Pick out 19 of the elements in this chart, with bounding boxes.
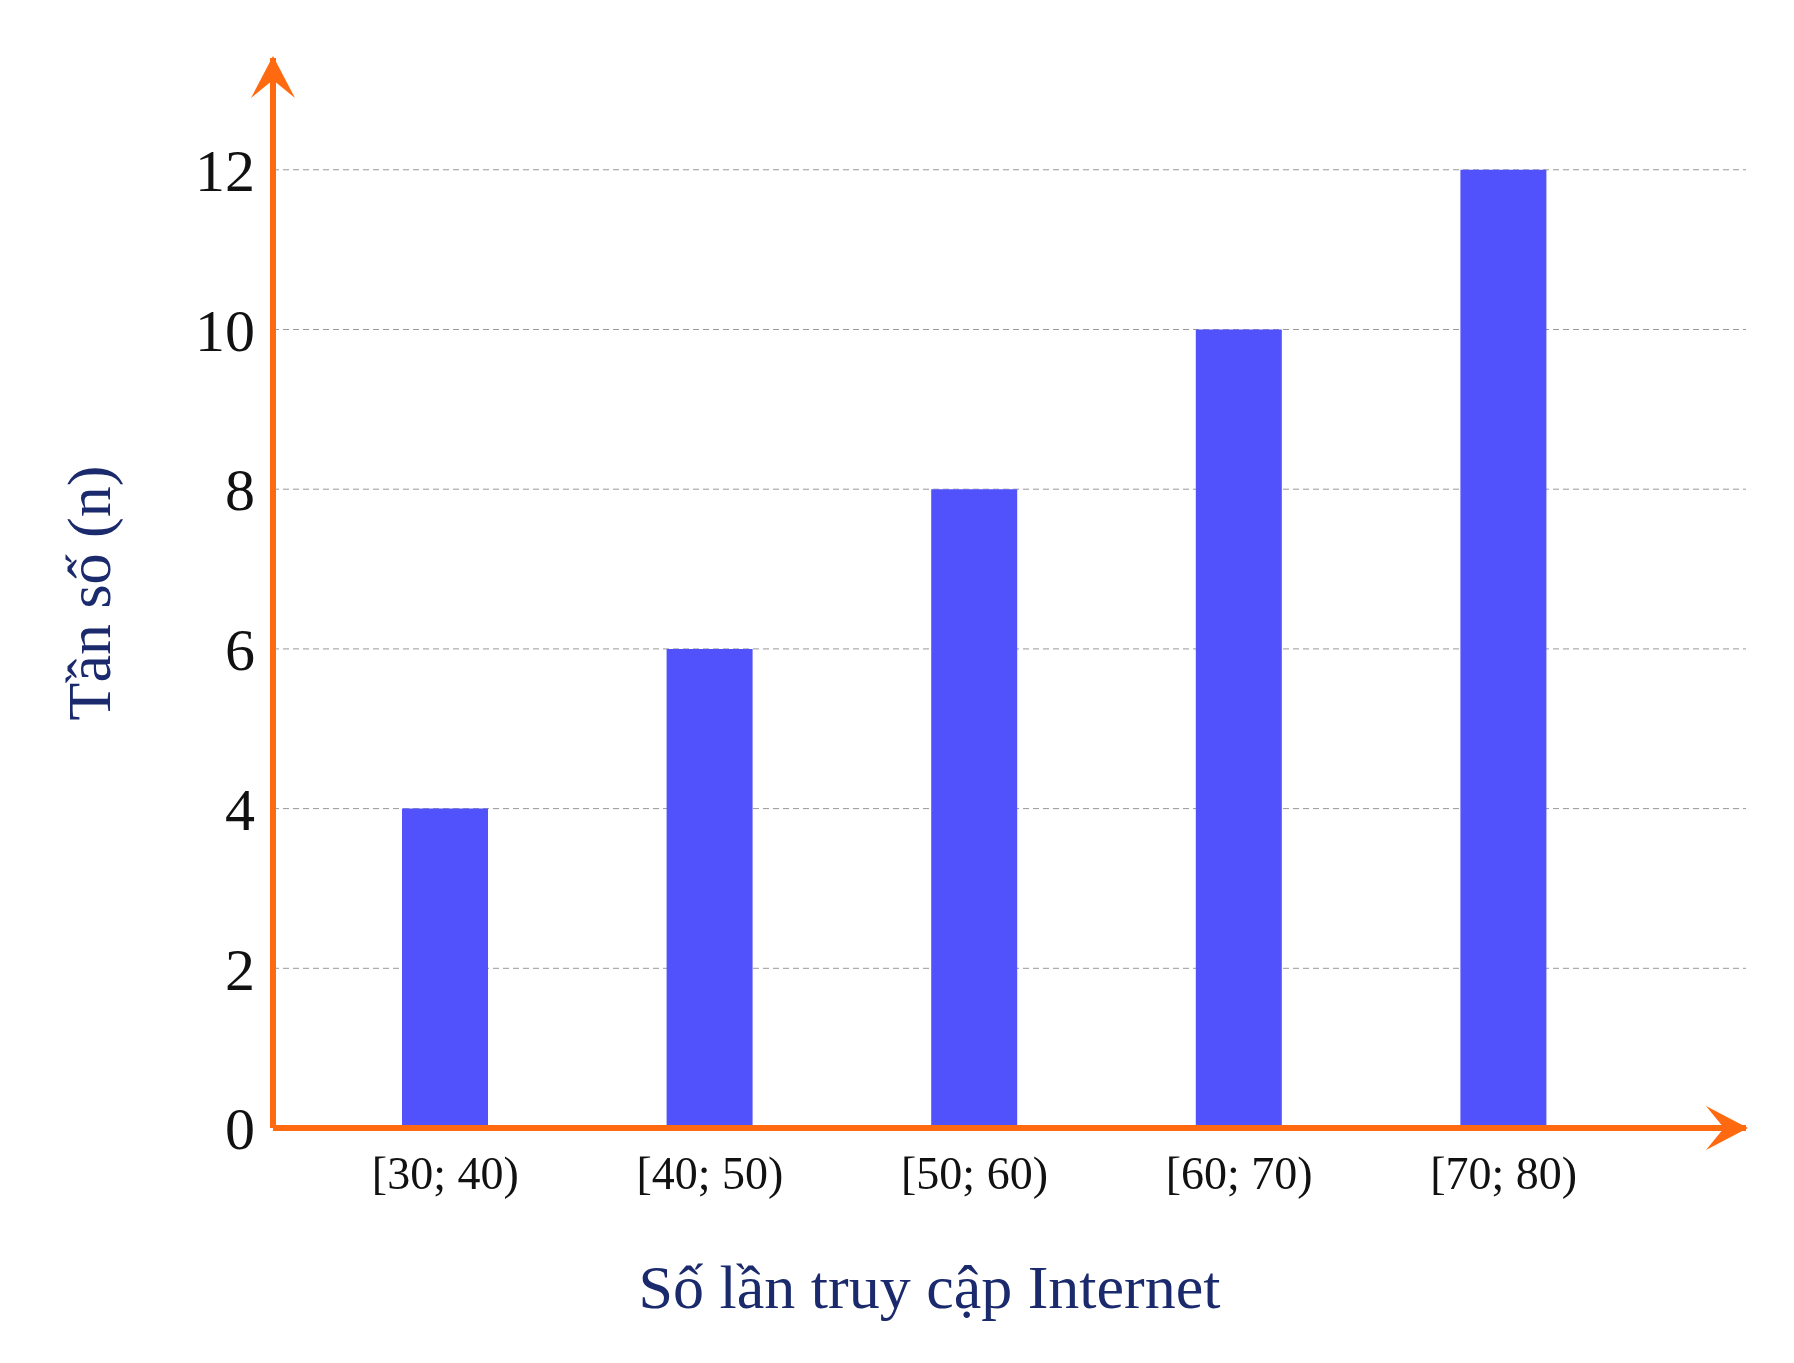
x-tick-label: [60; 70) (1165, 1147, 1313, 1199)
bar (402, 808, 488, 1128)
x-tick-label: [70; 80) (1430, 1147, 1578, 1199)
x-tick-label: [40; 50) (636, 1147, 784, 1199)
y-axis-title: Tần số (n) (55, 465, 125, 721)
y-tick-label: 12 (195, 138, 255, 205)
x-tick-label: [30; 40) (371, 1147, 519, 1199)
bar (931, 489, 1018, 1128)
x-axis-title: Số lần truy cập Internet (638, 1253, 1221, 1321)
bar (1195, 329, 1282, 1128)
y-tick-label: 6 (225, 617, 255, 684)
x-tick-label: [50; 60) (901, 1147, 1048, 1199)
y-tick-label: 8 (225, 457, 255, 524)
y-tick-label: 10 (195, 297, 255, 364)
bar (666, 648, 753, 1128)
y-tick-label: 4 (225, 776, 255, 843)
y-tick-label: 0 (225, 1096, 255, 1163)
y-tick-label: 2 (225, 936, 255, 1003)
bar (1460, 169, 1547, 1128)
